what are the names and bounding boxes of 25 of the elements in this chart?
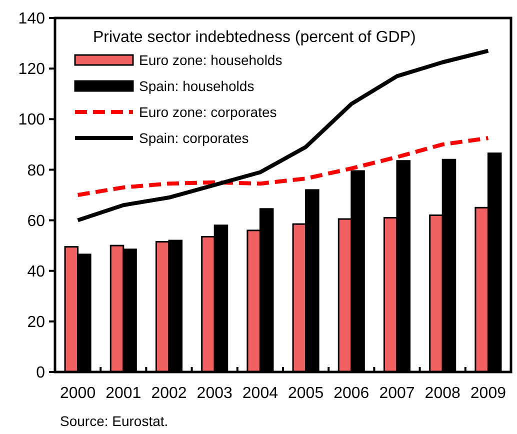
y-tick-label: 20 <box>27 314 46 332</box>
y-tick-label: 80 <box>27 162 46 180</box>
legend-label: Euro zone: households <box>139 52 282 68</box>
legend-label: Spain: households <box>139 78 254 94</box>
x-tick-label: 2000 <box>60 385 96 402</box>
y-tick-label: 100 <box>18 112 46 129</box>
y-tick-label: 120 <box>18 61 46 78</box>
x-tick-label: 2004 <box>242 385 278 402</box>
legend-label: Spain: corporates <box>139 130 249 146</box>
source-note: Source: Eurostat. <box>60 413 168 429</box>
x-tick-label: 2005 <box>288 385 324 402</box>
y-tick-label: 140 <box>18 10 46 28</box>
legend-label: Euro zone: corporates <box>139 104 277 120</box>
y-tick-label: 0 <box>36 364 46 382</box>
x-tick-label: 2001 <box>106 385 142 402</box>
y-tick-label: 40 <box>27 263 46 280</box>
x-tick-label: 2002 <box>151 385 187 402</box>
x-tick-label: 2008 <box>424 385 460 402</box>
x-tick-label: 2007 <box>379 385 415 402</box>
line-series <box>76 48 490 222</box>
y-tick-label: 60 <box>27 212 46 230</box>
x-tick-label: 2003 <box>196 385 232 402</box>
x-tick-label: 2006 <box>334 385 370 402</box>
x-tick-label: 2009 <box>470 385 506 402</box>
text: Private sector indebtedness (percent of GDP) <box>93 29 416 46</box>
